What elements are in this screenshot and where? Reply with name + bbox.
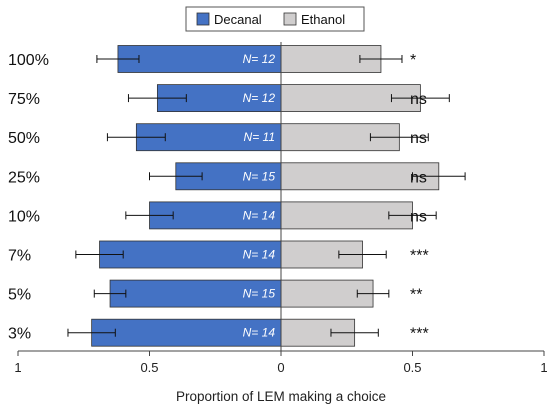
row-label: 75%: [8, 91, 40, 108]
row-label: 10%: [8, 208, 40, 225]
significance-label: *: [410, 52, 416, 69]
row-label: 100%: [8, 52, 49, 69]
bar-row: 100% N= 12 *: [8, 45, 416, 73]
n-label: N= 14: [243, 326, 276, 340]
error-bar-decanal: [149, 172, 203, 181]
error-bar-decanal: [125, 211, 174, 220]
bar-decanal: [99, 240, 282, 269]
row-label: 3%: [8, 326, 31, 343]
x-axis: 1 0.5 0 0.5 1: [14, 42, 548, 375]
x-tick-label: 0.5: [140, 360, 158, 375]
error-bar-decanal: [93, 289, 127, 298]
error-bar-ethanol: [390, 94, 450, 103]
row-label: 25%: [8, 169, 40, 186]
x-tick-label: 0.5: [403, 360, 421, 375]
bar-decanal: [135, 123, 282, 152]
n-label: N= 14: [243, 248, 276, 262]
bar-row: 75% N= 12 ns: [8, 84, 450, 112]
n-label: N= 12: [243, 91, 276, 105]
n-label: N= 15: [243, 169, 276, 183]
significance-label: ***: [410, 326, 429, 343]
error-bar-ethanol: [412, 172, 466, 181]
significance-label: ns: [410, 169, 427, 186]
x-tick-label: 1: [14, 360, 21, 375]
significance-label: **: [410, 287, 422, 304]
error-bar-ethanol: [356, 289, 390, 298]
x-axis-title: Proportion of LEM making a choice: [176, 389, 386, 404]
error-bar-ethanol: [369, 133, 429, 142]
bar-row: 7% N= 14 ***: [8, 240, 429, 269]
error-bar-decanal: [96, 55, 140, 63]
error-bar-ethanol: [359, 55, 403, 63]
error-bar-decanal: [106, 133, 166, 142]
row-label: 5%: [8, 287, 31, 304]
error-bar-ethanol: [330, 328, 379, 337]
n-label: N= 12: [243, 52, 276, 66]
bar-decanal: [175, 162, 282, 191]
significance-label: ns: [410, 208, 427, 225]
significance-label: ns: [410, 91, 427, 108]
bar-rows: 100% N= 12 * 75% N= 12 ns 50% N= 11 ns 25% N= 15 ns…: [8, 45, 466, 347]
x-tick-label: 0: [277, 360, 284, 375]
legend-label-decanal: Decanal: [214, 12, 262, 27]
error-bar-ethanol: [338, 250, 387, 259]
legend-frame: [185, 6, 365, 32]
error-bar-decanal: [127, 94, 187, 103]
bar-row: 10% N= 14 ns: [8, 201, 437, 230]
error-bar-decanal: [75, 250, 124, 259]
row-label: 50%: [8, 130, 40, 147]
n-label: N= 11: [244, 130, 275, 144]
bar-decanal: [91, 318, 282, 347]
significance-label: ns: [410, 130, 427, 147]
row-label: 7%: [8, 248, 31, 265]
error-bar-decanal: [67, 328, 116, 337]
legend-swatch-decanal: [196, 12, 210, 26]
bar-row: 50% N= 11 ns: [8, 123, 429, 152]
bar-row: 3% N= 14 ***: [8, 318, 429, 347]
n-label: N= 15: [243, 287, 276, 301]
legend-label-ethanol: Ethanol: [301, 12, 345, 27]
bar-decanal: [117, 45, 282, 73]
x-tick-label: 1: [540, 360, 547, 375]
legend: Decanal Ethanol: [185, 6, 365, 32]
significance-label: ***: [410, 248, 429, 265]
bar-row: 5% N= 15 **: [8, 279, 422, 308]
legend-swatch-ethanol: [283, 12, 297, 26]
bar-row: 25% N= 15 ns: [8, 162, 466, 191]
n-label: N= 14: [243, 208, 276, 222]
error-bar-ethanol: [388, 211, 437, 220]
